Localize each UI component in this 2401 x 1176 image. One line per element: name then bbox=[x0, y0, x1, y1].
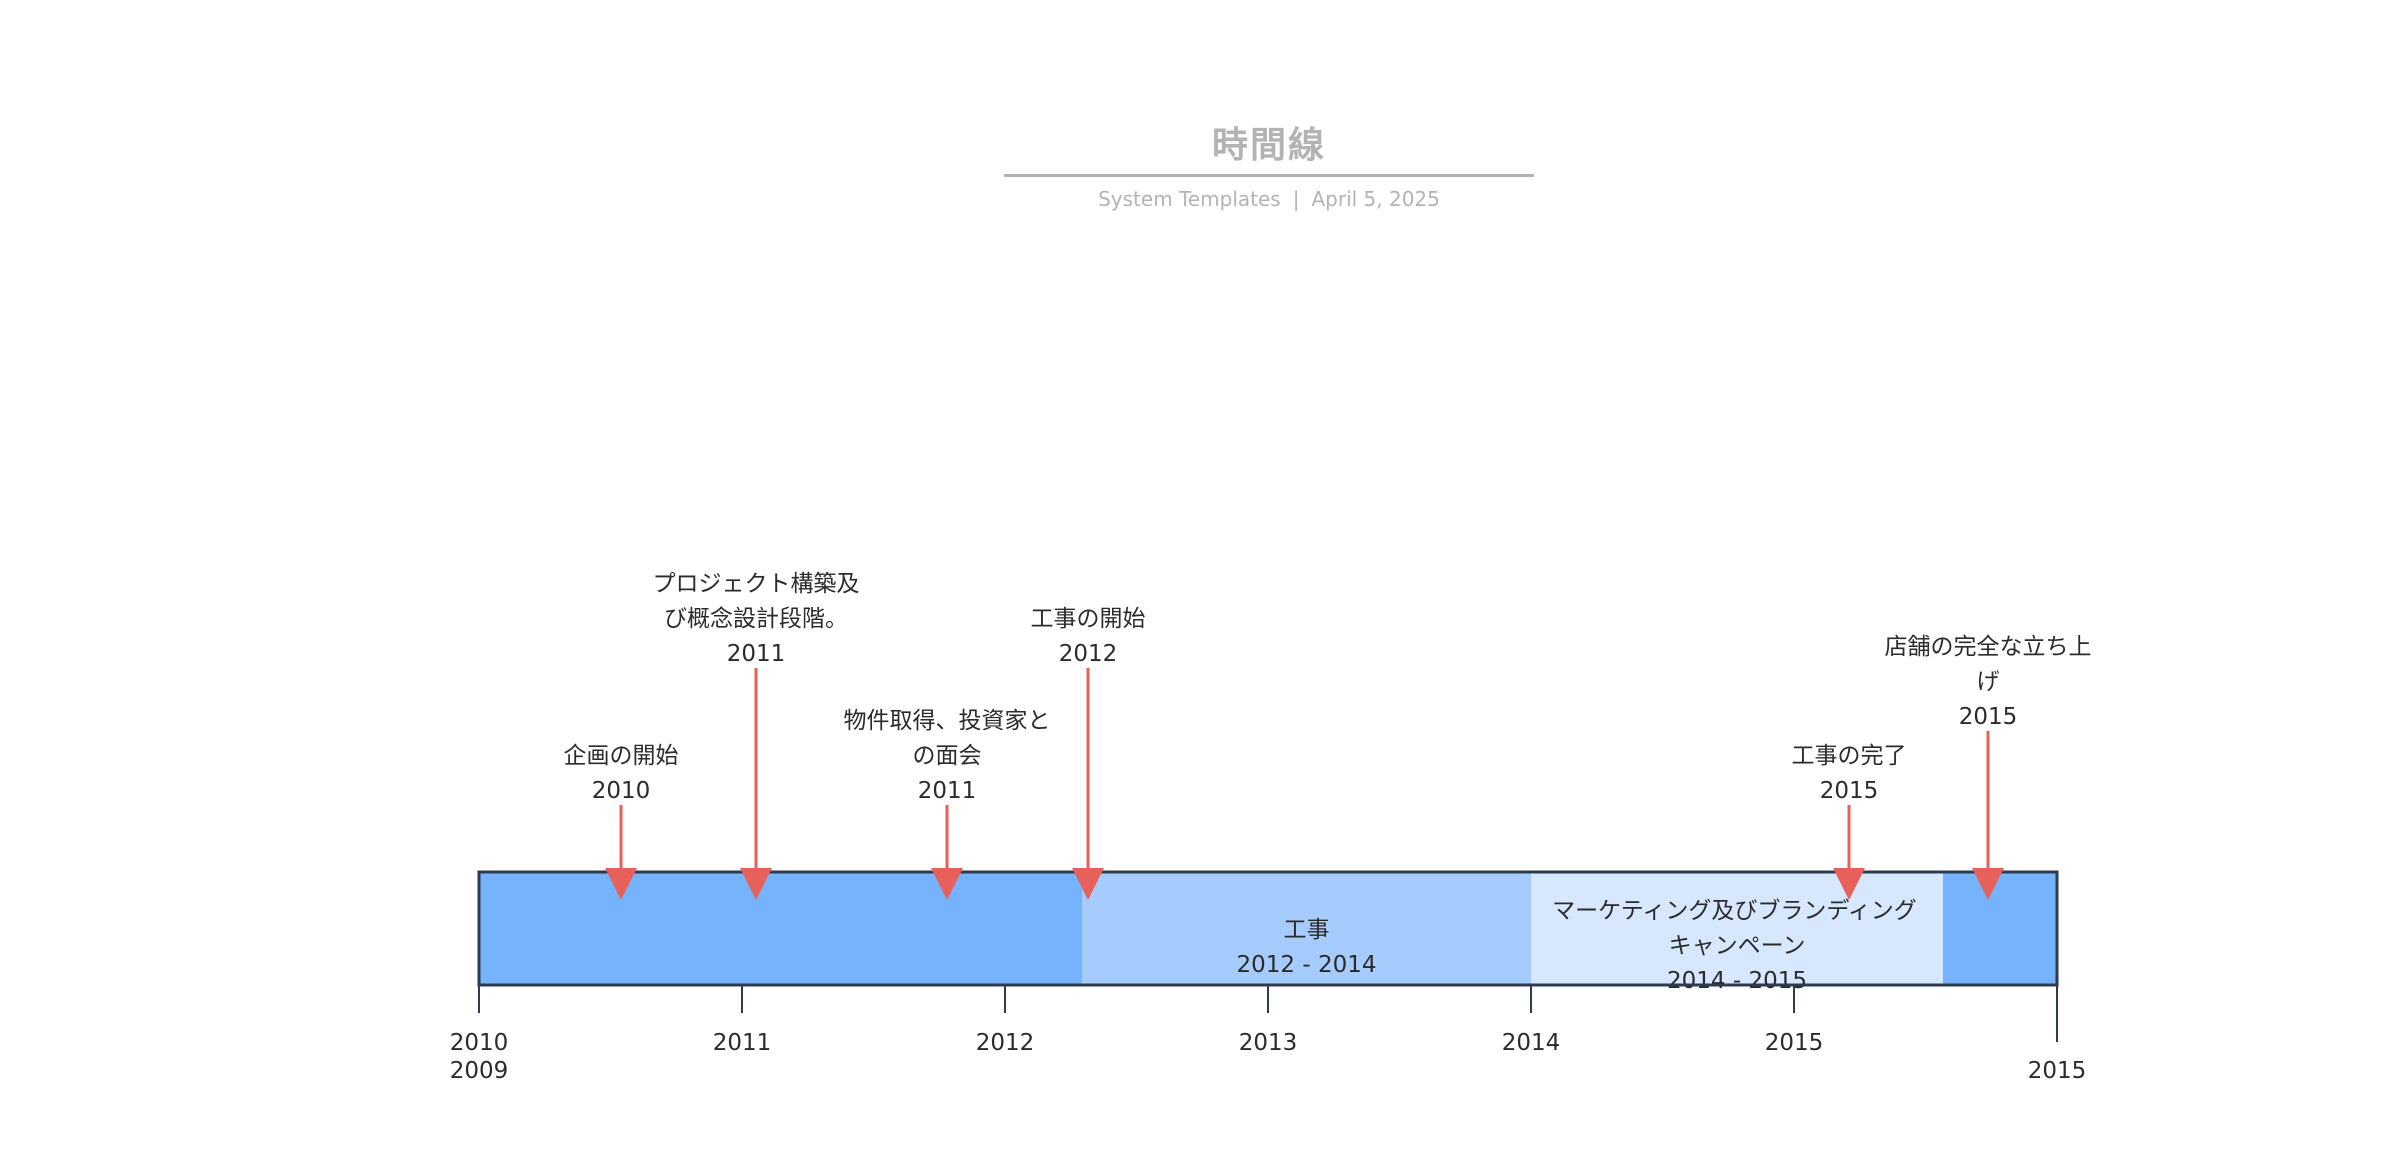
page-subtitle: System Templates | April 5, 2025 bbox=[1004, 187, 1534, 211]
period-marketing-label-line-2: キャンペーン bbox=[1669, 933, 1806, 959]
milestone-label-line: プロジェクト構築及 bbox=[653, 571, 860, 597]
milestone-year: 2015 bbox=[1959, 704, 2018, 730]
milestone: 工事の完了 2015 bbox=[1792, 743, 1907, 900]
subtitle-separator: | bbox=[1292, 187, 1300, 211]
page-title: 時間線 bbox=[1004, 118, 1534, 177]
milestone-year: 2010 bbox=[592, 778, 651, 804]
period-construction-label: 工事 bbox=[1284, 917, 1330, 943]
milestone-label-line: 物件取得、投資家と bbox=[844, 708, 1051, 734]
milestone-label-line: び概念設計段階。 bbox=[664, 606, 848, 632]
axis-tick-label: 2013 bbox=[1239, 1030, 1298, 1056]
milestone-label: 工事の開始 2012 bbox=[1031, 606, 1146, 667]
milestone-year: 2012 bbox=[1059, 641, 1118, 667]
milestone-label-line: 工事の開始 bbox=[1031, 606, 1146, 632]
milestone-year: 2015 bbox=[1820, 778, 1879, 804]
milestone-label-line: 工事の完了 bbox=[1792, 743, 1907, 769]
period-marketing-label-line-1: マーケティング及びブランディング bbox=[1552, 898, 1917, 924]
period-marketing-range: 2014 - 2015 bbox=[1667, 968, 1807, 994]
milestone-arrow-icon bbox=[1072, 868, 1104, 900]
axis-tick-label: 2015 bbox=[1765, 1030, 1824, 1056]
period-construction-range: 2012 - 2014 bbox=[1237, 952, 1377, 978]
milestone-arrow-icon bbox=[931, 868, 963, 900]
milestone: 工事の開始 2012 bbox=[1031, 606, 1146, 900]
milestone-label: 店舗の完全な立ち上げ 2015 bbox=[1885, 634, 2092, 730]
period-marketing-block bbox=[1531, 872, 1943, 985]
document-header: 時間線 System Templates | April 5, 2025 bbox=[1004, 118, 1534, 211]
milestone: プロジェクト構築及び概念設計段階。 2011 bbox=[653, 571, 860, 900]
axis-tick-label: 2010 bbox=[450, 1030, 509, 1056]
milestone-label: 企画の開始 2010 bbox=[564, 743, 679, 804]
timeline-bar-group bbox=[477, 870, 2059, 987]
milestone-arrow-icon bbox=[605, 868, 637, 900]
source-label: System Templates bbox=[1098, 187, 1281, 211]
milestone-arrow-icon bbox=[1833, 868, 1865, 900]
milestone: 店舗の完全な立ち上げ 2015 bbox=[1885, 634, 2092, 900]
milestone-label: 工事の完了 2015 bbox=[1792, 743, 1907, 804]
period-marketing-label: マーケティング及びブランディング キャンペーン bbox=[1552, 898, 1922, 959]
milestone-arrow-icon bbox=[740, 868, 772, 900]
milestone-arrow-icon bbox=[1972, 868, 2004, 900]
axis-tick-label: 2009 bbox=[450, 1058, 509, 1084]
period-construction-block bbox=[1082, 872, 1531, 985]
date-label: April 5, 2025 bbox=[1311, 187, 1440, 211]
period-labels: 工事 2012 - 2014 マーケティング及びブランディング キャンペーン 2… bbox=[1237, 898, 1922, 994]
milestone-year: 2011 bbox=[918, 778, 977, 804]
axis-tick-label: 2011 bbox=[713, 1030, 772, 1056]
milestone-year: 2011 bbox=[727, 641, 786, 667]
milestone: 物件取得、投資家との面会 2011 bbox=[844, 708, 1051, 900]
milestone: 企画の開始 2010 bbox=[564, 743, 679, 900]
milestone-label-line: げ bbox=[1977, 669, 2000, 695]
milestone-label-line: の面会 bbox=[913, 743, 982, 769]
axis-tick-label: 2012 bbox=[976, 1030, 1035, 1056]
axis-tick-label: 2015 bbox=[2028, 1058, 2087, 1084]
milestone-label-line: 店舗の完全な立ち上 bbox=[1885, 634, 2092, 660]
axis-tick-label: 2014 bbox=[1502, 1030, 1561, 1056]
milestone-label: 物件取得、投資家との面会 2011 bbox=[844, 708, 1051, 804]
milestone-label-line: 企画の開始 bbox=[564, 743, 679, 769]
milestone-label: プロジェクト構築及び概念設計段階。 2011 bbox=[653, 571, 860, 667]
